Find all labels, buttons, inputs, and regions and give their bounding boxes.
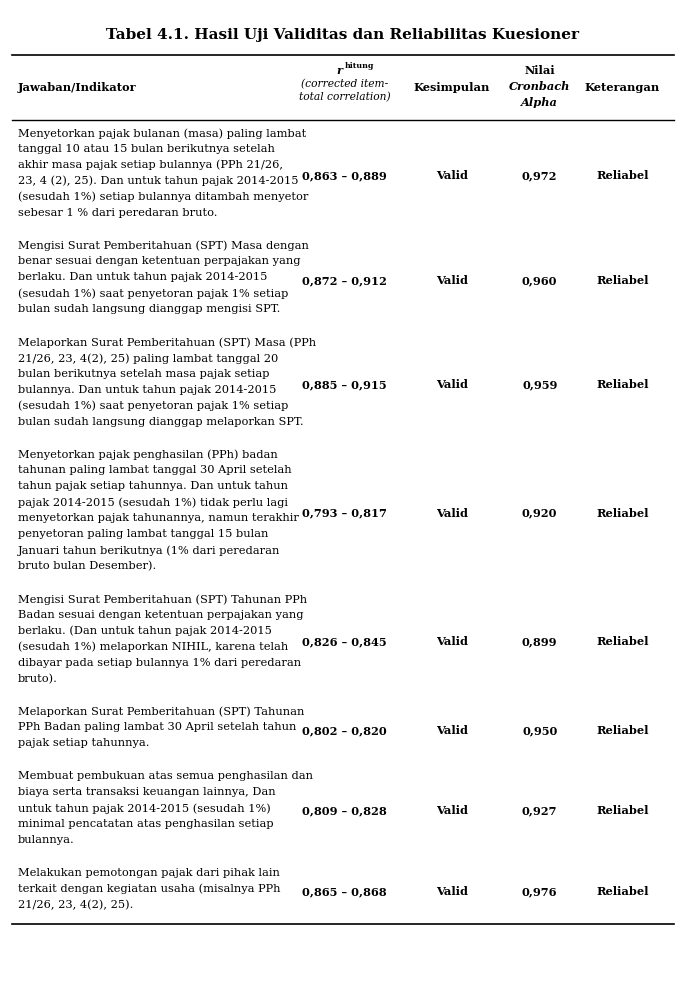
Text: 0,826 – 0,845: 0,826 – 0,845 <box>303 637 387 648</box>
Text: Valid: Valid <box>436 637 468 648</box>
Text: Reliabel: Reliabel <box>596 508 649 519</box>
Text: 0,950: 0,950 <box>522 725 558 736</box>
Text: tanggal 10 atau 15 bulan berikutnya setelah: tanggal 10 atau 15 bulan berikutnya sete… <box>18 144 274 154</box>
Text: Cronbach: Cronbach <box>509 81 571 92</box>
Text: Valid: Valid <box>436 275 468 286</box>
Text: Januari tahun berikutnya (1% dari peredaran: Januari tahun berikutnya (1% dari pereda… <box>18 546 280 556</box>
Text: Mengisi Surat Pemberitahuan (SPT) Tahunan PPh: Mengisi Surat Pemberitahuan (SPT) Tahuna… <box>18 594 307 605</box>
Text: (sesudah 1%) saat penyetoran pajak 1% setiap: (sesudah 1%) saat penyetoran pajak 1% se… <box>18 400 288 411</box>
Text: 0,960: 0,960 <box>522 275 558 286</box>
Text: PPh Badan paling lambat 30 April setelah tahun: PPh Badan paling lambat 30 April setelah… <box>18 723 296 733</box>
Text: 0,972: 0,972 <box>522 170 558 181</box>
Text: tahunan paling lambat tanggal 30 April setelah: tahunan paling lambat tanggal 30 April s… <box>18 465 292 475</box>
Text: minimal pencatatan atas penghasilan setiap: minimal pencatatan atas penghasilan seti… <box>18 819 274 829</box>
Text: 0,863 – 0,889: 0,863 – 0,889 <box>303 170 387 181</box>
Text: Menyetorkan pajak penghasilan (PPh) badan: Menyetorkan pajak penghasilan (PPh) bada… <box>18 449 278 460</box>
Text: bruto bulan Desember).: bruto bulan Desember). <box>18 562 156 572</box>
Text: Alpha: Alpha <box>521 97 558 108</box>
Text: penyetoran paling lambat tanggal 15 bulan: penyetoran paling lambat tanggal 15 bula… <box>18 530 268 540</box>
Text: 21/26, 23, 4(2), 25) paling lambat tanggal 20: 21/26, 23, 4(2), 25) paling lambat tangg… <box>18 353 278 363</box>
Text: Badan sesuai dengan ketentuan perpajakan yang: Badan sesuai dengan ketentuan perpajakan… <box>18 610 303 620</box>
Text: (sesudah 1%) melaporkan NIHIL, karena telah: (sesudah 1%) melaporkan NIHIL, karena te… <box>18 642 288 653</box>
Text: 0,802 – 0,820: 0,802 – 0,820 <box>303 725 387 736</box>
Text: Nilai: Nilai <box>524 65 555 76</box>
Text: berlaku. (Dan untuk tahun pajak 2014-2015: berlaku. (Dan untuk tahun pajak 2014-201… <box>18 626 272 637</box>
Text: 0,872 – 0,912: 0,872 – 0,912 <box>303 275 387 286</box>
Text: bruto).: bruto). <box>18 674 58 684</box>
Text: (corrected item-
total correlation): (corrected item- total correlation) <box>299 79 390 102</box>
Text: bulan sudah langsung dianggap melaporkan SPT.: bulan sudah langsung dianggap melaporkan… <box>18 416 303 426</box>
Text: Reliabel: Reliabel <box>596 886 649 897</box>
Text: bulannya.: bulannya. <box>18 835 75 845</box>
Text: Reliabel: Reliabel <box>596 637 649 648</box>
Text: menyetorkan pajak tahunannya, namun terakhir: menyetorkan pajak tahunannya, namun tera… <box>18 514 298 524</box>
Text: 23, 4 (2), 25). Dan untuk tahun pajak 2014-2015: 23, 4 (2), 25). Dan untuk tahun pajak 20… <box>18 176 298 186</box>
Text: 0,959: 0,959 <box>522 379 558 390</box>
Text: Reliabel: Reliabel <box>596 275 649 286</box>
Text: Valid: Valid <box>436 725 468 736</box>
Text: (sesudah 1%) saat penyetoran pajak 1% setiap: (sesudah 1%) saat penyetoran pajak 1% se… <box>18 288 288 299</box>
Text: pajak 2014-2015 (sesudah 1%) tidak perlu lagi: pajak 2014-2015 (sesudah 1%) tidak perlu… <box>18 497 288 508</box>
Text: 0,793 – 0,817: 0,793 – 0,817 <box>303 508 387 519</box>
Text: Mengisi Surat Pemberitahuan (SPT) Masa dengan: Mengisi Surat Pemberitahuan (SPT) Masa d… <box>18 240 309 251</box>
Text: 0,865 – 0,868: 0,865 – 0,868 <box>303 886 387 897</box>
Text: pajak setiap tahunnya.: pajak setiap tahunnya. <box>18 739 150 749</box>
Text: Melaporkan Surat Pemberitahuan (SPT) Tahunan: Melaporkan Surat Pemberitahuan (SPT) Tah… <box>18 707 304 717</box>
Text: bulan berikutnya setelah masa pajak setiap: bulan berikutnya setelah masa pajak seti… <box>18 369 270 379</box>
Text: Reliabel: Reliabel <box>596 170 649 181</box>
Text: Melaporkan Surat Pemberitahuan (SPT) Masa (PPh: Melaporkan Surat Pemberitahuan (SPT) Mas… <box>18 337 316 347</box>
Text: sebesar 1 % dari peredaran bruto.: sebesar 1 % dari peredaran bruto. <box>18 208 217 218</box>
Text: 0,927: 0,927 <box>522 806 558 817</box>
Text: (sesudah 1%) setiap bulannya ditambah menyetor: (sesudah 1%) setiap bulannya ditambah me… <box>18 192 308 202</box>
Text: Reliabel: Reliabel <box>596 806 649 817</box>
Text: 0,885 – 0,915: 0,885 – 0,915 <box>303 379 387 390</box>
Text: Valid: Valid <box>436 806 468 817</box>
Text: Tabel 4.1. Hasil Uji Validitas dan Reliabilitas Kuesioner: Tabel 4.1. Hasil Uji Validitas dan Relia… <box>106 28 580 42</box>
Text: Valid: Valid <box>436 508 468 519</box>
Text: Melakukan pemotongan pajak dari pihak lain: Melakukan pemotongan pajak dari pihak la… <box>18 868 280 878</box>
Text: benar sesuai dengan ketentuan perpajakan yang: benar sesuai dengan ketentuan perpajakan… <box>18 256 300 266</box>
Text: Reliabel: Reliabel <box>596 379 649 390</box>
Text: Valid: Valid <box>436 886 468 897</box>
Text: 0,976: 0,976 <box>522 886 558 897</box>
Text: r: r <box>336 65 342 76</box>
Text: bulan sudah langsung dianggap mengisi SPT.: bulan sudah langsung dianggap mengisi SP… <box>18 304 280 314</box>
Text: terkait dengan kegiatan usaha (misalnya PPh: terkait dengan kegiatan usaha (misalnya … <box>18 884 281 894</box>
Text: 0,899: 0,899 <box>522 637 558 648</box>
Text: Keterangan: Keterangan <box>584 82 660 93</box>
Text: bulannya. Dan untuk tahun pajak 2014-2015: bulannya. Dan untuk tahun pajak 2014-201… <box>18 385 276 395</box>
Text: 21/26, 23, 4(2), 25).: 21/26, 23, 4(2), 25). <box>18 900 133 910</box>
Text: 0,809 – 0,828: 0,809 – 0,828 <box>303 806 387 817</box>
Text: hitung: hitung <box>344 62 374 70</box>
Text: berlaku. Dan untuk tahun pajak 2014-2015: berlaku. Dan untuk tahun pajak 2014-2015 <box>18 272 268 282</box>
Text: dibayar pada setiap bulannya 1% dari peredaran: dibayar pada setiap bulannya 1% dari per… <box>18 658 301 668</box>
Text: biaya serta transaksi keuangan lainnya, Dan: biaya serta transaksi keuangan lainnya, … <box>18 787 276 797</box>
Text: Membuat pembukuan atas semua penghasilan dan: Membuat pembukuan atas semua penghasilan… <box>18 771 313 781</box>
Text: Valid: Valid <box>436 170 468 181</box>
Text: akhir masa pajak setiap bulannya (PPh 21/26,: akhir masa pajak setiap bulannya (PPh 21… <box>18 160 283 170</box>
Text: untuk tahun pajak 2014-2015 (sesudah 1%): untuk tahun pajak 2014-2015 (sesudah 1%) <box>18 803 270 814</box>
Text: Valid: Valid <box>436 379 468 390</box>
Text: Menyetorkan pajak bulanan (masa) paling lambat: Menyetorkan pajak bulanan (masa) paling … <box>18 128 306 138</box>
Text: Kesimpulan: Kesimpulan <box>414 82 490 93</box>
Text: tahun pajak setiap tahunnya. Dan untuk tahun: tahun pajak setiap tahunnya. Dan untuk t… <box>18 481 288 491</box>
Text: Jawaban/Indikator: Jawaban/Indikator <box>18 82 137 93</box>
Text: Reliabel: Reliabel <box>596 725 649 736</box>
Text: 0,920: 0,920 <box>522 508 558 519</box>
